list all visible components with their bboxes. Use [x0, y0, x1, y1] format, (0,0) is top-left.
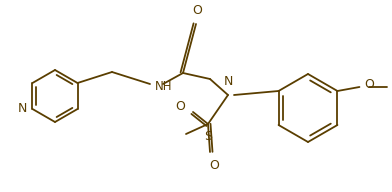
- Text: N: N: [18, 103, 27, 116]
- Text: O: O: [175, 100, 185, 113]
- Text: S: S: [204, 130, 212, 143]
- Text: O: O: [365, 79, 374, 92]
- Text: NH: NH: [155, 80, 172, 94]
- Text: O: O: [192, 4, 202, 17]
- Text: O: O: [209, 159, 219, 172]
- Text: N: N: [223, 75, 233, 88]
